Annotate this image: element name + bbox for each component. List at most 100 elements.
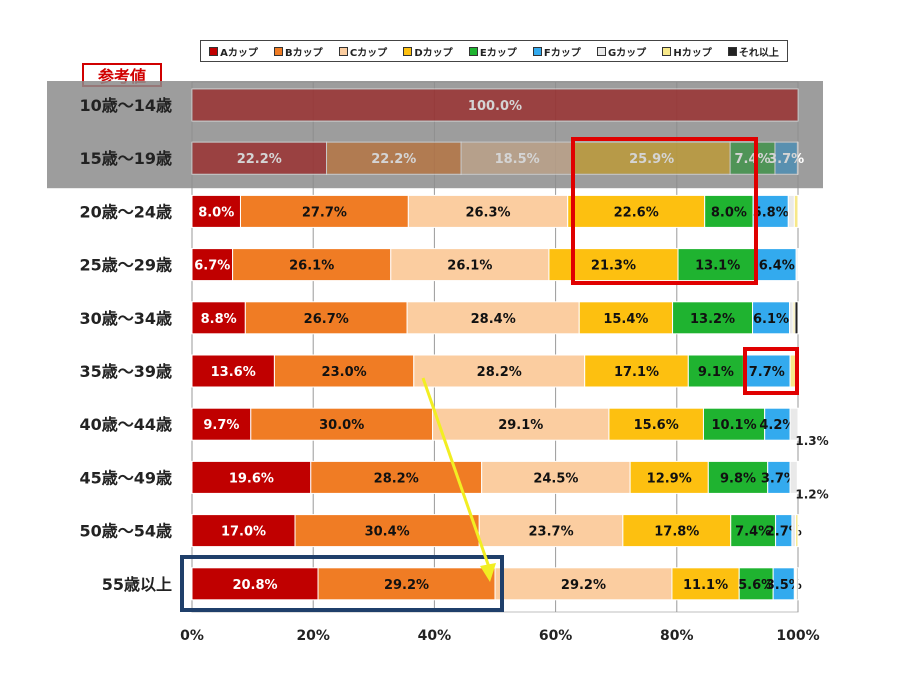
bar-segment	[584, 354, 689, 388]
legend-item: それ以上	[727, 44, 779, 59]
bar-segment	[478, 514, 624, 548]
data-label: 28.2%	[374, 471, 419, 486]
data-label: 100.0%	[468, 99, 522, 114]
outside-label: 1.2%	[795, 487, 828, 501]
data-label: 21.3%	[591, 259, 636, 274]
bar-segment	[244, 301, 408, 335]
x-tick-label: 0%	[180, 628, 204, 644]
data-label: 9.1%	[698, 365, 734, 380]
legend-label: Bカップ	[285, 47, 323, 59]
bar-segment	[548, 248, 679, 282]
legend-swatch	[338, 46, 348, 56]
legend-item: Hカップ	[662, 44, 712, 59]
bar-segment	[250, 407, 434, 441]
data-label: 19.6%	[229, 471, 274, 486]
bar-segment	[789, 407, 799, 441]
data-label: 30.4%	[365, 525, 410, 540]
data-label: 13.6%	[211, 365, 256, 380]
bar-segment	[232, 248, 392, 282]
legend-swatch	[532, 46, 542, 56]
bar-segment	[622, 514, 732, 548]
bar-segment	[413, 354, 586, 388]
legend-swatch	[468, 46, 478, 56]
legend-swatch	[403, 46, 413, 56]
bar-segment	[702, 407, 766, 441]
bar-segment	[481, 460, 631, 494]
data-label: 17.1%	[614, 365, 659, 380]
data-label: 28.4%	[471, 312, 516, 327]
legend-item: Gカップ	[596, 44, 647, 59]
data-label: 29.2%	[384, 578, 429, 593]
data-label: 13.1%	[695, 259, 740, 274]
data-label: 12.9%	[647, 471, 692, 486]
data-label: 28.2%	[477, 365, 522, 380]
data-label: 17.8%	[654, 525, 699, 540]
bar-segment	[406, 301, 580, 335]
bar-segment	[572, 141, 731, 175]
data-label: 6.1%	[753, 312, 789, 327]
yellow-arrow-head	[480, 563, 496, 582]
x-tick-label: 80%	[660, 628, 694, 644]
category-label: 50歳～54歳	[79, 522, 172, 541]
legend-item: Dカップ	[403, 44, 453, 59]
bar-segment	[273, 354, 415, 388]
bar-segment	[191, 248, 234, 282]
data-label: 18.5%	[495, 152, 540, 167]
bar-segment	[789, 301, 794, 335]
bar-segment	[191, 407, 252, 441]
data-label: 6.7%	[194, 259, 230, 274]
bar-segment	[191, 514, 296, 548]
legend-item: Bカップ	[274, 44, 323, 59]
data-label: 26.1%	[289, 259, 334, 274]
data-label: 23.7%	[529, 525, 574, 540]
data-label: 7.7%	[749, 365, 785, 380]
legend-label: Fカップ	[543, 47, 581, 59]
data-label: 20.8%	[232, 578, 277, 593]
bar-segment	[796, 567, 799, 601]
bar-segment	[608, 407, 704, 441]
data-label: 22.2%	[371, 152, 416, 167]
legend-swatch	[274, 46, 284, 56]
data-label: 23.0%	[322, 365, 367, 380]
category-label: 40歳～44歳	[79, 415, 172, 434]
data-label: 8.8%	[201, 312, 237, 327]
bar-segment	[794, 301, 799, 335]
bar-segment	[738, 567, 774, 601]
data-label: 3.7%	[761, 471, 797, 486]
category-label: 35歳～39歳	[79, 362, 172, 381]
bar-segment	[191, 354, 275, 388]
data-label: 26.3%	[465, 205, 510, 220]
legend-label: それ以上	[738, 47, 779, 59]
bar-segment	[432, 407, 610, 441]
bar-segment	[671, 567, 740, 601]
bar-segment	[704, 194, 754, 228]
bar-segment	[317, 567, 496, 601]
data-label: 4.2%	[759, 418, 795, 433]
bar-segment	[787, 194, 795, 228]
bar-segment	[460, 141, 574, 175]
bar-segment	[294, 514, 480, 548]
yellow-arrow-line	[421, 377, 492, 571]
legend-item: Aカップ	[209, 44, 258, 59]
legend-label: Gカップ	[607, 47, 647, 59]
data-label: 8.0%	[198, 205, 234, 220]
bar-segment	[707, 460, 769, 494]
category-label: 25歳～29歳	[79, 256, 172, 275]
data-label: 26.1%	[447, 259, 492, 274]
data-label: 29.2%	[561, 578, 606, 593]
category-label: 30歳～34歳	[79, 309, 172, 328]
bar-segment	[578, 301, 674, 335]
x-tick-label: 100%	[776, 628, 819, 644]
bar-segment	[729, 141, 776, 175]
outside-label: 1.3%	[795, 434, 828, 448]
bar-segment	[494, 567, 673, 601]
highlight-box-red	[743, 347, 799, 395]
bar-segment	[672, 301, 754, 335]
data-label: 3.5%	[766, 578, 802, 593]
bar-segment	[791, 514, 797, 548]
data-label: 26.7%	[304, 312, 349, 327]
legend-swatch	[727, 46, 737, 56]
bar-segment	[191, 301, 246, 335]
data-label: 24.5%	[533, 471, 578, 486]
